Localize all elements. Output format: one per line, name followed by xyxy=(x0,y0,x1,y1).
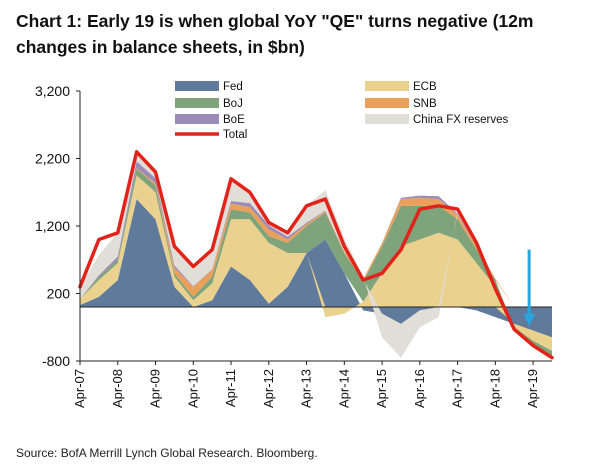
y-tick-label: -800 xyxy=(42,353,70,369)
annotation-arrow xyxy=(523,249,536,326)
y-tick-label: 2,200 xyxy=(35,151,70,167)
legend: Fed ECB BoJ SNB BoE China FX reserves Total xyxy=(175,81,508,141)
y-tick-label: 200 xyxy=(47,286,71,302)
legend-swatch-fed xyxy=(175,81,219,91)
legend-label-total: Total xyxy=(223,129,247,141)
legend-swatch-snb xyxy=(365,98,409,108)
chart-title: Chart 1: Early 19 is when global YoY "QE… xyxy=(16,11,534,57)
legend-label-boe: BoE xyxy=(223,114,245,126)
legend-label-snb: SNB xyxy=(413,98,437,110)
arrow-head xyxy=(523,313,536,326)
x-tick-label: Apr-18 xyxy=(487,369,502,408)
area-china-fx-reserves xyxy=(80,151,552,358)
x-tick-label: Apr-17 xyxy=(450,369,465,408)
x-tick-label: Apr-14 xyxy=(336,369,351,408)
x-tick-label: Apr-13 xyxy=(299,369,314,408)
legend-label-china-fx-reserves: China FX reserves xyxy=(413,114,508,126)
source-note: Source: BofA Merrill Lynch Global Resear… xyxy=(16,446,318,460)
legend-label-boj: BoJ xyxy=(223,98,243,110)
x-tick-label: Apr-10 xyxy=(185,369,200,408)
x-tick-label: Apr-12 xyxy=(261,369,276,408)
legend-swatch-ecb xyxy=(365,81,409,91)
x-tick-label: Apr-19 xyxy=(525,369,540,408)
legend-label-ecb: ECB xyxy=(413,81,437,93)
chart-area: 3,200 2,200 1,200 200 -800 Apr-07 Apr-08 Apr-09… xyxy=(0,66,612,442)
legend-swatch-boj xyxy=(175,98,219,108)
area-layers xyxy=(80,151,552,358)
y-tick-label: 3,200 xyxy=(35,83,70,99)
area-ecb xyxy=(80,175,552,351)
x-tick-label: Apr-07 xyxy=(72,369,87,408)
area-fed xyxy=(80,199,552,338)
x-tick-label: Apr-11 xyxy=(223,369,238,407)
x-tick-label: Apr-15 xyxy=(374,369,389,408)
area-boj xyxy=(80,168,552,357)
title-block: Chart 1: Early 19 is when global YoY "QE… xyxy=(0,0,612,66)
x-tick-label: Apr-08 xyxy=(110,369,125,408)
legend-swatch-boe xyxy=(175,114,219,124)
area-boe xyxy=(80,161,552,307)
x-tick-label: Apr-16 xyxy=(412,369,427,408)
x-tick-label: Apr-09 xyxy=(148,369,163,408)
total-line xyxy=(78,150,554,360)
legend-label-fed: Fed xyxy=(223,81,243,93)
legend-swatch-china-fx-reserves xyxy=(365,114,409,124)
y-tick-label: 1,200 xyxy=(35,218,70,234)
